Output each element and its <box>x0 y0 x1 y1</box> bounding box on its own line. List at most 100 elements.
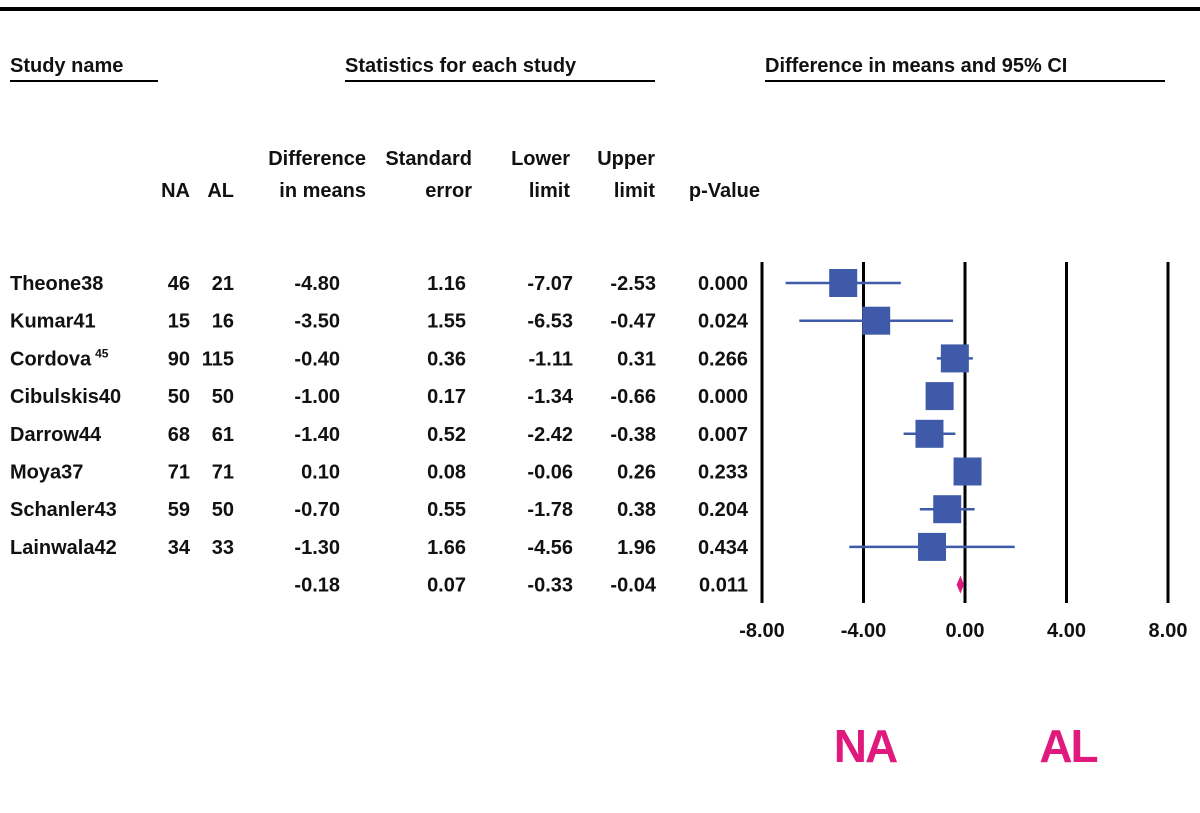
na-count: 34 <box>168 537 191 559</box>
upper-value: -0.47 <box>610 311 656 333</box>
diff-value: 0.10 <box>301 462 340 484</box>
se-value: 0.08 <box>427 462 466 484</box>
diff-value: -0.18 <box>294 575 340 597</box>
effect-square <box>953 457 982 486</box>
favours-label: AL <box>1039 720 1097 772</box>
column-header: limit <box>614 180 655 202</box>
x-tick-label: 8.00 <box>1149 620 1188 642</box>
effect-square <box>940 344 969 373</box>
lower-value: -7.07 <box>527 273 573 295</box>
lower-value: -1.78 <box>527 499 573 521</box>
x-tick-label: 4.00 <box>1047 620 1086 642</box>
na-count: 15 <box>168 311 190 333</box>
upper-value: -0.04 <box>610 575 656 597</box>
na-count: 71 <box>168 462 190 484</box>
x-tick-label: 0.00 <box>946 620 985 642</box>
column-header: Lower <box>511 148 570 170</box>
al-count: 33 <box>212 537 234 559</box>
al-count: 61 <box>212 424 234 446</box>
effect-square <box>862 306 891 335</box>
column-header: Standard <box>385 148 472 170</box>
lower-value: -0.33 <box>527 575 573 597</box>
column-header: NA <box>161 180 190 202</box>
al-count: 71 <box>212 462 234 484</box>
diff-value: -1.00 <box>294 386 340 408</box>
superscript: 45 <box>95 346 109 360</box>
effect-square <box>915 419 944 448</box>
column-header: Upper <box>597 148 655 170</box>
study-name: Moya37 <box>10 462 83 484</box>
se-value: 0.17 <box>427 386 466 408</box>
p-value: 0.266 <box>698 348 748 370</box>
study-name: Kumar41 <box>10 311 96 333</box>
p-value: 0.011 <box>699 575 748 597</box>
se-value: 0.55 <box>427 499 466 521</box>
column-header: in means <box>279 180 366 202</box>
p-value: 0.233 <box>698 462 748 484</box>
p-value: 0.000 <box>698 273 748 295</box>
se-value: 0.36 <box>427 348 466 370</box>
column-header: limit <box>529 180 570 202</box>
upper-value: -0.66 <box>610 386 656 408</box>
favours-label: NA <box>834 720 897 772</box>
p-value: 0.204 <box>698 499 749 521</box>
lower-value: -1.34 <box>527 386 573 408</box>
study-name: Darrow44 <box>10 424 102 446</box>
upper-value: 0.31 <box>617 348 656 370</box>
column-header: Difference <box>268 148 366 170</box>
se-value: 0.52 <box>427 424 466 446</box>
column-header: p-Value <box>689 180 760 202</box>
study-name: Cibulskis40 <box>10 386 121 408</box>
x-tick-label: -4.00 <box>841 620 887 642</box>
x-tick-label: -8.00 <box>739 620 785 642</box>
effect-square <box>933 495 962 524</box>
al-count: 16 <box>212 311 234 333</box>
column-header: error <box>425 180 472 202</box>
p-value: 0.024 <box>698 311 749 333</box>
lower-value: -6.53 <box>527 311 573 333</box>
effect-square <box>918 532 947 561</box>
effect-square <box>829 269 858 297</box>
lower-value: -0.06 <box>527 462 573 484</box>
upper-value: 0.26 <box>617 462 656 484</box>
diff-value: -1.40 <box>294 424 340 446</box>
al-count: 50 <box>212 386 234 408</box>
p-value: 0.007 <box>698 424 748 446</box>
na-count: 50 <box>168 386 190 408</box>
study-name: Schanler43 <box>10 499 117 521</box>
se-value: 1.16 <box>427 273 466 295</box>
section-heading: Study name <box>10 55 123 77</box>
summary-diamond <box>956 575 964 594</box>
p-value: 0.434 <box>698 537 749 559</box>
se-value: 1.66 <box>427 537 466 559</box>
na-count: 59 <box>168 499 190 521</box>
column-header: AL <box>207 180 234 202</box>
diff-value: -4.80 <box>294 273 340 295</box>
lower-value: -4.56 <box>527 537 573 559</box>
al-count: 50 <box>212 499 234 521</box>
upper-value: 0.38 <box>617 499 656 521</box>
diff-value: -0.40 <box>294 348 340 370</box>
section-heading: Difference in means and 95% CI <box>765 55 1067 77</box>
lower-value: -1.11 <box>529 348 573 370</box>
p-value: 0.000 <box>698 386 748 408</box>
upper-value: -2.53 <box>610 273 656 295</box>
na-count: 46 <box>168 273 190 295</box>
diff-value: -0.70 <box>294 499 340 521</box>
effect-square <box>925 382 954 411</box>
study-name: Theone38 <box>10 273 103 295</box>
na-count: 90 <box>168 348 190 370</box>
lower-value: -2.42 <box>527 424 573 446</box>
se-value: 0.07 <box>427 575 466 597</box>
diff-value: -3.50 <box>294 311 340 333</box>
study-name: Lainwala42 <box>10 537 117 559</box>
upper-value: 1.96 <box>617 537 656 559</box>
al-count: 115 <box>202 348 234 370</box>
na-count: 68 <box>168 424 190 446</box>
section-heading: Statistics for each study <box>345 55 577 77</box>
se-value: 1.55 <box>427 311 466 333</box>
al-count: 21 <box>212 273 234 295</box>
diff-value: -1.30 <box>294 537 340 559</box>
upper-value: -0.38 <box>610 424 656 446</box>
